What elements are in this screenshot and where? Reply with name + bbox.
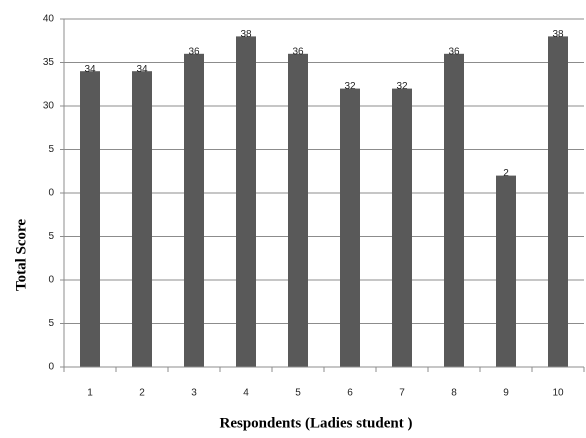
x-tick-label: 6 <box>347 388 353 399</box>
x-tick-label: 10 <box>552 388 564 399</box>
x-tick-label: 3 <box>191 388 197 399</box>
bar <box>392 88 412 367</box>
y-tick-label: 5 <box>48 231 54 242</box>
x-axis-title: Respondents (Ladies student ) <box>220 415 413 431</box>
x-tick-label: 7 <box>399 388 405 399</box>
x-tick-label: 1 <box>87 388 93 399</box>
x-tick-label: 5 <box>295 388 301 399</box>
data-label: 34 <box>136 64 148 75</box>
y-tick-label: 30 <box>43 101 55 112</box>
x-tick-label: 2 <box>139 388 145 399</box>
data-label: 36 <box>448 46 460 57</box>
y-tick-label: 40 <box>43 14 55 25</box>
data-label: 32 <box>344 81 356 92</box>
bar <box>444 53 464 368</box>
y-tick-label: 0 <box>48 362 54 373</box>
data-label: 32 <box>396 81 408 92</box>
y-axis-title: Total Score <box>13 219 29 291</box>
bar <box>340 88 360 367</box>
data-label: 38 <box>240 29 252 40</box>
x-tick-label: 4 <box>243 388 249 399</box>
bar <box>288 53 308 368</box>
data-label: 36 <box>188 46 200 57</box>
bar <box>132 71 152 367</box>
data-label: 34 <box>84 64 96 75</box>
y-tick-label: 0 <box>48 275 54 286</box>
bar <box>184 53 204 368</box>
x-tick-label: 9 <box>503 388 509 399</box>
x-tick-label: 8 <box>451 388 457 399</box>
data-label: 36 <box>292 46 304 57</box>
y-tick-label: 0 <box>48 188 54 199</box>
y-tick-label: 5 <box>48 144 54 155</box>
bar <box>496 175 516 367</box>
bar <box>548 36 568 368</box>
y-tick-label: 35 <box>43 57 55 68</box>
bar <box>236 36 256 368</box>
data-label: 38 <box>552 29 564 40</box>
data-label: 2 <box>503 168 509 179</box>
y-tick-label: 5 <box>48 318 54 329</box>
bar <box>80 71 100 367</box>
